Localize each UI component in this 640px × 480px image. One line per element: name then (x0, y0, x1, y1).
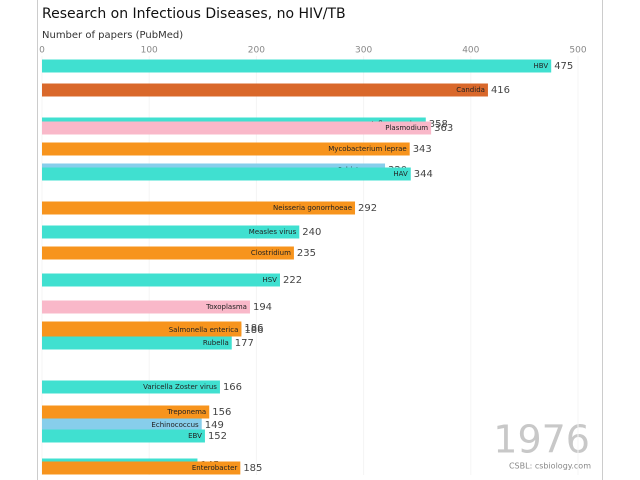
bar (42, 142, 410, 156)
bar (42, 323, 242, 337)
bar (42, 83, 488, 97)
x-tick-label: 0 (39, 46, 45, 56)
bar (42, 121, 432, 135)
bar (42, 429, 205, 443)
bar (42, 225, 300, 239)
bar-label: HBV (534, 62, 549, 70)
bar-label: HAV (393, 170, 408, 178)
year: 1976 (493, 418, 590, 462)
value-label: 156 (212, 407, 231, 418)
x-tick-label: 400 (462, 46, 479, 56)
bar (42, 418, 202, 432)
bar (42, 461, 241, 475)
value-label: 149 (205, 420, 224, 431)
bar-label: HSV (262, 276, 277, 284)
bar-label: Echinococcus (151, 421, 199, 429)
value-label: 344 (414, 169, 433, 180)
value-label: 475 (554, 61, 573, 72)
x-tick-label: 200 (248, 46, 265, 56)
value-label: 177 (235, 338, 254, 349)
bar-label: Enterobacter (192, 464, 238, 472)
source: CSBL: csbiology.com (509, 462, 591, 471)
bar (42, 59, 552, 73)
value-label: 186 (244, 325, 263, 336)
value-label: 194 (253, 302, 272, 313)
bar (42, 405, 210, 419)
bar-label: Neisseria gonorrhoeae (273, 204, 352, 212)
bar (42, 246, 294, 260)
value-label: 363 (434, 123, 453, 134)
bar-label: Rubella (203, 339, 229, 347)
bar-label: Toxoplasma (205, 303, 247, 311)
x-tick-label: 300 (355, 46, 372, 56)
bar (42, 167, 411, 181)
bar (42, 201, 356, 215)
value-label: 222 (283, 275, 302, 286)
bar (42, 336, 232, 350)
value-label: 186 (244, 323, 263, 334)
bar (42, 380, 220, 394)
bar-label: Salmonella enterica (169, 326, 239, 334)
value-label: 240 (302, 227, 321, 238)
value-label: 166 (223, 382, 242, 393)
chart-title: Research on Infectious Diseases, no HIV/… (42, 6, 346, 22)
value-label: 416 (491, 85, 510, 96)
value-label: 358 (429, 119, 448, 130)
x-tick-label: 500 (569, 46, 586, 56)
bar-label: EBV (188, 432, 202, 440)
bar-label: Measles virus (249, 228, 297, 236)
bar-label: Varicella Zoster virus (143, 383, 217, 391)
value-label: 235 (297, 248, 316, 259)
value-label: 152 (208, 431, 227, 442)
value-label: 343 (413, 144, 432, 155)
axis-label: Number of papers (PubMed) (42, 30, 183, 41)
value-label: 292 (358, 203, 377, 214)
bar-label: Candida (456, 86, 485, 94)
bar (42, 300, 250, 314)
bar (42, 273, 280, 287)
bar-label: Clostridium (251, 249, 291, 257)
bar-label: Treponema (166, 408, 206, 416)
bar-label: Mycobacterium leprae (328, 145, 406, 153)
x-tick-label: 100 (141, 46, 158, 56)
bar-label: Plasmodium (385, 124, 428, 132)
value-label: 185 (243, 463, 262, 474)
